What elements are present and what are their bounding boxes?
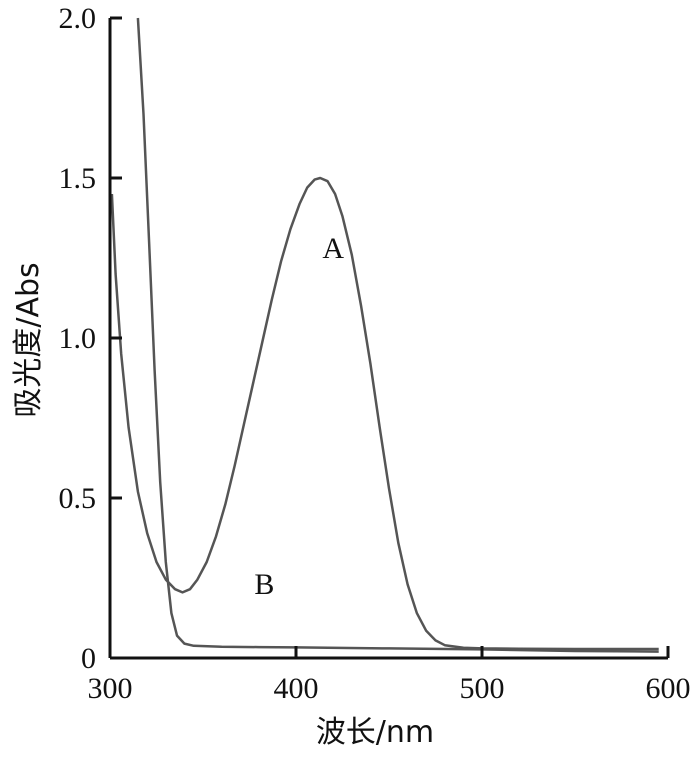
series-line-a: [110, 176, 659, 651]
y-tick-label: 1.5: [59, 162, 97, 195]
labels-layer: 0 0.5 1.0 1.5 2.0 300 400 500 600 A B: [59, 2, 691, 705]
y-tick-label: 0: [81, 642, 96, 675]
x-tick-label: 400: [274, 672, 319, 705]
x-tick-label: 600: [646, 672, 691, 705]
x-tick-label: 500: [460, 672, 505, 705]
series-line-b: [136, 17, 659, 653]
x-axis-title: 波长/nm: [316, 715, 434, 750]
series-layer: [110, 17, 659, 653]
x-tick-label: 300: [88, 672, 133, 705]
axes-layer: [108, 16, 670, 660]
y-tick-label: 0.5: [59, 482, 97, 515]
series-label-b: B: [254, 568, 274, 601]
y-tick-label: 1.0: [59, 322, 97, 355]
y-axis-title: 吸光度/Abs: [11, 262, 46, 417]
y-tick-label: 2.0: [59, 2, 97, 35]
series-label-a: A: [322, 232, 344, 265]
